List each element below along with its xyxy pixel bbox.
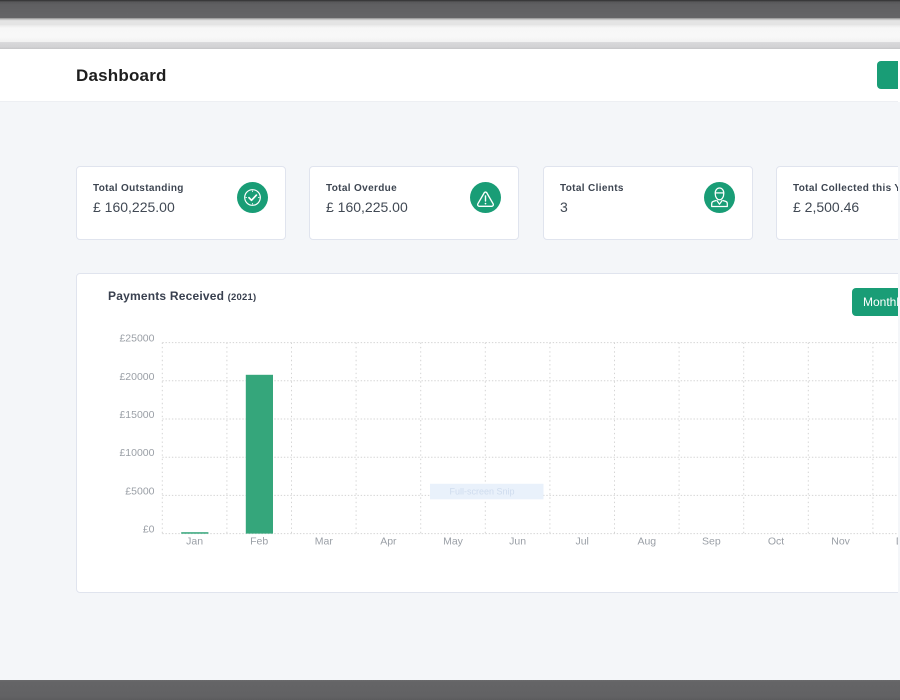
svg-text:May: May bbox=[443, 536, 464, 548]
svg-text:Jul: Jul bbox=[575, 536, 588, 548]
svg-text:Oct: Oct bbox=[768, 536, 784, 548]
svg-text:Nov: Nov bbox=[831, 536, 850, 548]
svg-text:£10000: £10000 bbox=[119, 447, 154, 459]
svg-text:Mar: Mar bbox=[315, 536, 334, 548]
svg-text:£5000: £5000 bbox=[125, 485, 154, 497]
svg-text:Jan: Jan bbox=[186, 536, 203, 548]
svg-text:Feb: Feb bbox=[250, 536, 268, 548]
svg-text:£25000: £25000 bbox=[119, 333, 154, 345]
svg-text:Full-screen Snip: Full-screen Snip bbox=[449, 487, 514, 497]
svg-text:Jun: Jun bbox=[509, 536, 526, 548]
svg-text:Sep: Sep bbox=[702, 536, 721, 548]
svg-text:Apr: Apr bbox=[380, 536, 397, 548]
svg-text:Aug: Aug bbox=[637, 536, 656, 548]
svg-text:£15000: £15000 bbox=[119, 409, 154, 421]
svg-text:Dec: Dec bbox=[896, 536, 898, 548]
svg-text:£20000: £20000 bbox=[119, 371, 154, 383]
svg-text:£0: £0 bbox=[143, 524, 155, 536]
